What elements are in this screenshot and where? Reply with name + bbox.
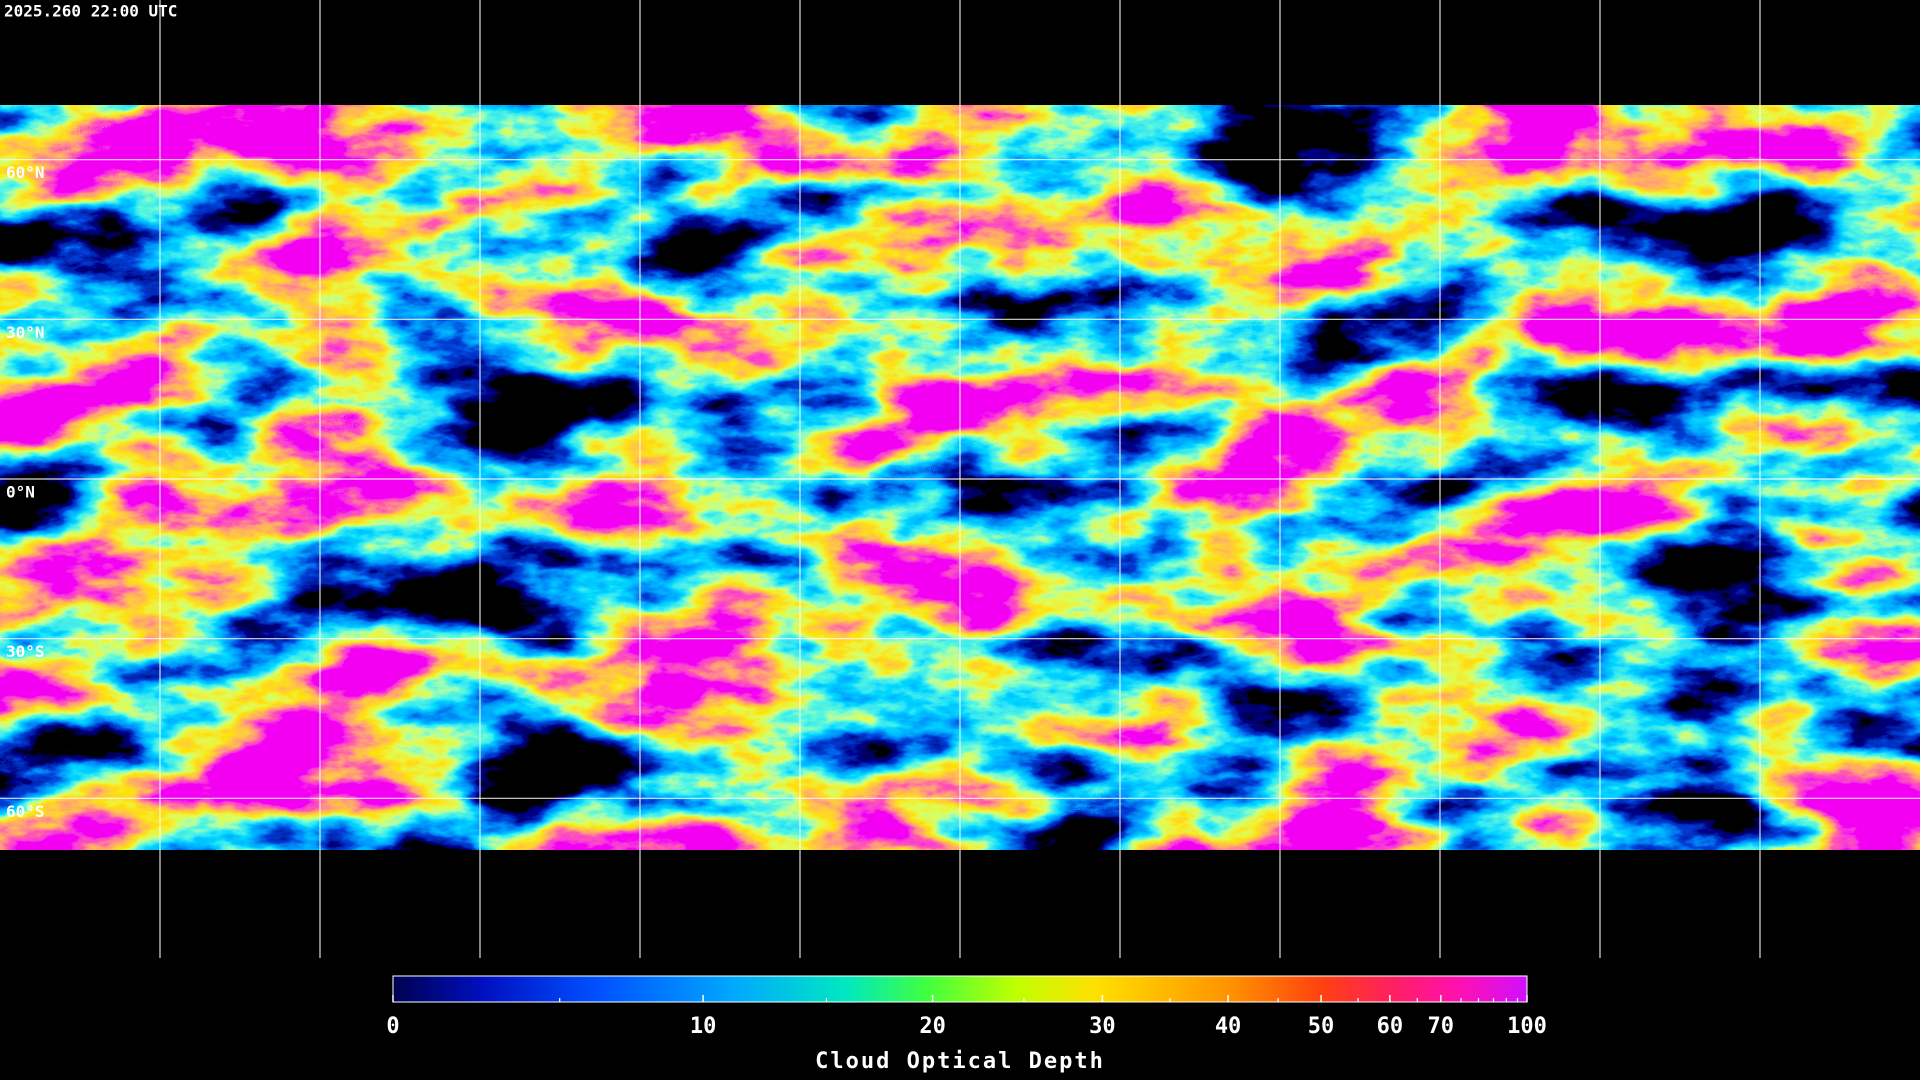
colorbar-ticks: 0 10 20 30 40 50 60 70 100 (386, 995, 1547, 1039)
colorbar-tick-label: 40 (1215, 1014, 1242, 1039)
colorbar-tick-label: 60 (1377, 1014, 1404, 1039)
colorbar (392, 975, 1528, 1003)
colorbar-tick-label: 0 (386, 1014, 399, 1039)
colorbar-tick-label: 30 (1089, 1014, 1116, 1039)
latitude-label: 30°N (6, 323, 45, 342)
latitude-label: 0°N (6, 483, 35, 502)
latitude-label: 60°N (6, 163, 45, 182)
colorbar-tick-label: 50 (1308, 1014, 1335, 1039)
colorbar-tick-label: 20 (919, 1014, 946, 1039)
latitude-labels: 60°N 30°N 0°N 30°S 60°S (6, 163, 45, 821)
colorbar-tick-label: 70 (1428, 1014, 1455, 1039)
graticule (0, 0, 1920, 958)
latitude-label: 30°S (6, 642, 45, 661)
latitude-label: 60°S (6, 802, 45, 821)
colorbar-title: Cloud Optical Depth (815, 1049, 1105, 1074)
colorbar-tick-label: 100 (1507, 1014, 1547, 1039)
timestamp: 2025.260 22:00 UTC (4, 2, 177, 21)
colorbar-tick-label: 10 (690, 1014, 717, 1039)
